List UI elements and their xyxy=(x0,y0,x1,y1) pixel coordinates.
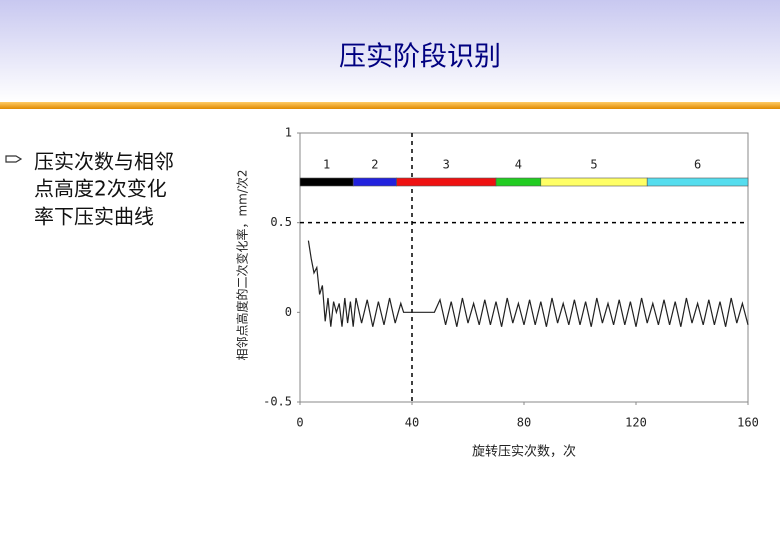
x-tick-label: 160 xyxy=(737,416,759,430)
plot-frame xyxy=(299,132,749,403)
phase-label: 5 xyxy=(590,158,597,172)
y-tick-label: -0.5 xyxy=(263,395,292,409)
x-tick-label: 80 xyxy=(517,416,531,430)
bullet-line: 点高度2次变化 xyxy=(34,177,167,201)
x-tick-label: 0 xyxy=(296,416,303,430)
phase-label: 6 xyxy=(694,158,701,172)
phase-segment xyxy=(495,177,542,187)
phase-label: 4 xyxy=(515,158,522,172)
phase-segment xyxy=(646,177,749,187)
phase-segment xyxy=(352,177,397,187)
phase-label: 3 xyxy=(443,158,450,172)
data-line xyxy=(307,240,749,327)
phase-segment xyxy=(540,177,648,187)
y-axis-label: 相邻点高度的二次变化率，mm/次2 xyxy=(235,169,250,360)
y-tick-label: 1 xyxy=(285,126,292,140)
slide-title: 压实阶段识别 xyxy=(339,42,501,73)
phase-segment xyxy=(396,177,497,187)
bullet-line: 压实次数与相邻 xyxy=(34,150,174,174)
bullet-icon xyxy=(5,155,23,163)
x-tick-label: 40 xyxy=(405,416,419,430)
bullet-line: 率下压实曲线 xyxy=(34,205,154,229)
x-tick-label: 120 xyxy=(625,416,647,430)
header-rule xyxy=(0,102,780,109)
y-tick-label: 0 xyxy=(285,305,292,319)
phase-segment xyxy=(299,177,354,187)
phase-label: 2 xyxy=(371,158,378,172)
y-tick-label: 0.5 xyxy=(270,215,292,229)
x-axis-label: 旋转压实次数，次 xyxy=(472,444,576,460)
header-band xyxy=(0,0,780,102)
phase-label: 1 xyxy=(323,158,330,172)
